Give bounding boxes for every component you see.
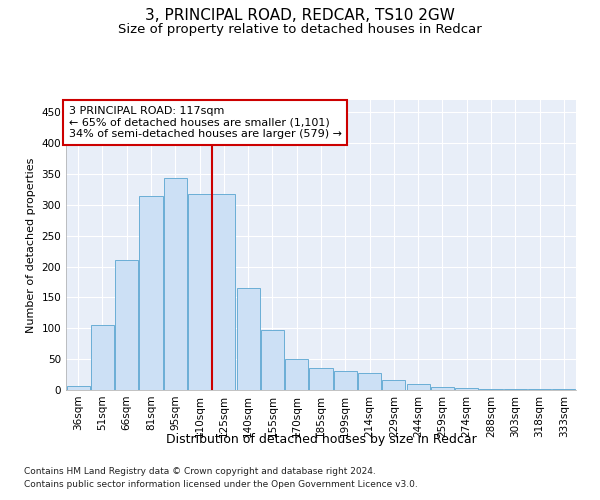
Bar — [139, 196, 163, 390]
Text: Distribution of detached houses by size in Redcar: Distribution of detached houses by size … — [166, 432, 476, 446]
Bar — [212, 194, 235, 390]
Bar — [407, 384, 430, 390]
Bar — [310, 368, 332, 390]
Text: 3, PRINCIPAL ROAD, REDCAR, TS10 2GW: 3, PRINCIPAL ROAD, REDCAR, TS10 2GW — [145, 8, 455, 22]
Bar — [164, 178, 187, 390]
Bar — [236, 288, 260, 390]
Text: Contains HM Land Registry data © Crown copyright and database right 2024.: Contains HM Land Registry data © Crown c… — [24, 467, 376, 476]
Text: Contains public sector information licensed under the Open Government Licence v3: Contains public sector information licen… — [24, 480, 418, 489]
Bar — [91, 325, 114, 390]
Bar — [67, 386, 89, 390]
Bar — [285, 359, 308, 390]
Bar — [358, 372, 381, 390]
Bar — [261, 330, 284, 390]
Bar — [188, 194, 211, 390]
Bar — [334, 372, 357, 390]
Bar — [382, 380, 406, 390]
Text: 3 PRINCIPAL ROAD: 117sqm
← 65% of detached houses are smaller (1,101)
34% of sem: 3 PRINCIPAL ROAD: 117sqm ← 65% of detach… — [68, 106, 341, 139]
Bar — [479, 389, 503, 390]
Bar — [115, 260, 138, 390]
Bar — [431, 387, 454, 390]
Y-axis label: Number of detached properties: Number of detached properties — [26, 158, 36, 332]
Text: Size of property relative to detached houses in Redcar: Size of property relative to detached ho… — [118, 22, 482, 36]
Bar — [455, 388, 478, 390]
